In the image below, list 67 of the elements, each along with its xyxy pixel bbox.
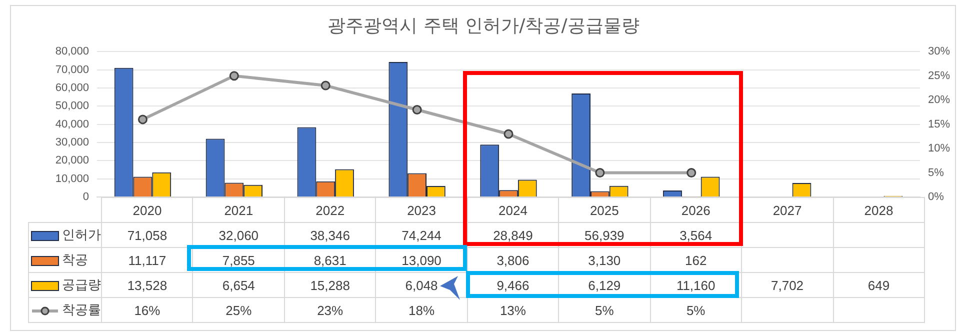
- data-label: 3,130: [558, 248, 650, 272]
- x-tick-label: 2024: [467, 198, 559, 222]
- y-tick-label: 0: [82, 191, 89, 204]
- y2-tick-label: 15%: [928, 118, 950, 130]
- x-tick-label: 2020: [102, 198, 193, 222]
- y2-tick-label: 25%: [928, 70, 950, 82]
- data-label: 8,631: [284, 248, 376, 272]
- x-tick-label: 2028: [833, 198, 924, 222]
- point: [412, 105, 422, 115]
- data-label: 16%: [102, 298, 193, 322]
- x-tick-label: 2023: [376, 198, 468, 222]
- y-tick-label: 80,000: [55, 46, 89, 58]
- x-tick-label: 2022: [284, 198, 376, 222]
- y2-tick-label: 0%: [928, 191, 944, 204]
- y-tick-label: 50,000: [55, 100, 89, 112]
- data-label: 38,346: [284, 222, 376, 248]
- data-label: 32,060: [192, 222, 284, 248]
- data-label: 13,090: [376, 248, 468, 272]
- y2-tick-label: 30%: [928, 46, 950, 58]
- point: [229, 71, 239, 81]
- x-tick-label: 2027: [742, 198, 833, 222]
- data-label: 11,117: [102, 248, 193, 272]
- point: [686, 168, 696, 178]
- data-label: 5%: [650, 298, 742, 322]
- y-tick-label: 70,000: [55, 64, 89, 76]
- chart-title: 광주광역시 주택 인허가/착공/공급물량: [328, 15, 640, 36]
- data-label: 7,702: [742, 272, 833, 298]
- data-label: 649: [833, 272, 924, 298]
- data-label: 6,654: [192, 272, 284, 298]
- y2-tick-label: 20%: [928, 94, 950, 106]
- data-label: 7,855: [192, 248, 284, 272]
- data-label: 23%: [284, 298, 376, 322]
- legend-label: 공급량: [62, 277, 101, 292]
- data-label: 6,048: [376, 272, 468, 298]
- data-label: 5%: [558, 298, 650, 322]
- data-label: 15,288: [284, 272, 376, 298]
- data-label: 6,129: [558, 272, 650, 298]
- y-tick-label: 60,000: [55, 82, 89, 94]
- data-label: 25%: [192, 298, 284, 322]
- data-label: 28,849: [467, 222, 559, 248]
- x-tick-label: 2025: [558, 198, 650, 222]
- y-tick-label: 20,000: [55, 154, 89, 167]
- y-tick-label: 30,000: [55, 136, 89, 149]
- data-label: 9,466: [467, 272, 559, 298]
- y2-tick-label: 10%: [928, 142, 950, 155]
- y2-tick-label: 5%: [928, 166, 944, 179]
- point: [504, 129, 514, 139]
- y-tick-label: 10,000: [55, 172, 89, 185]
- data-label: 13%: [467, 298, 559, 322]
- point: [320, 80, 330, 90]
- point: [138, 114, 148, 124]
- data-label: 18%: [376, 298, 468, 322]
- data-label: 74,244: [376, 222, 468, 248]
- y-tick-label: 40,000: [55, 118, 89, 130]
- x-tick-label: 2021: [192, 198, 284, 222]
- data-label: 3,806: [467, 248, 559, 272]
- legend-label: 인허가: [62, 227, 101, 242]
- legend-label: 착공률: [62, 302, 101, 317]
- data-label: 3,564: [650, 222, 742, 248]
- data-label: 71,058: [102, 222, 193, 248]
- data-label: 11,160: [650, 272, 742, 298]
- data-label: 13,528: [102, 272, 193, 298]
- point: [595, 168, 605, 178]
- data-label: 162: [650, 248, 742, 272]
- legend-label: 착공: [62, 252, 88, 267]
- x-tick-label: 2026: [650, 198, 742, 222]
- data-label: 56,939: [558, 222, 650, 248]
